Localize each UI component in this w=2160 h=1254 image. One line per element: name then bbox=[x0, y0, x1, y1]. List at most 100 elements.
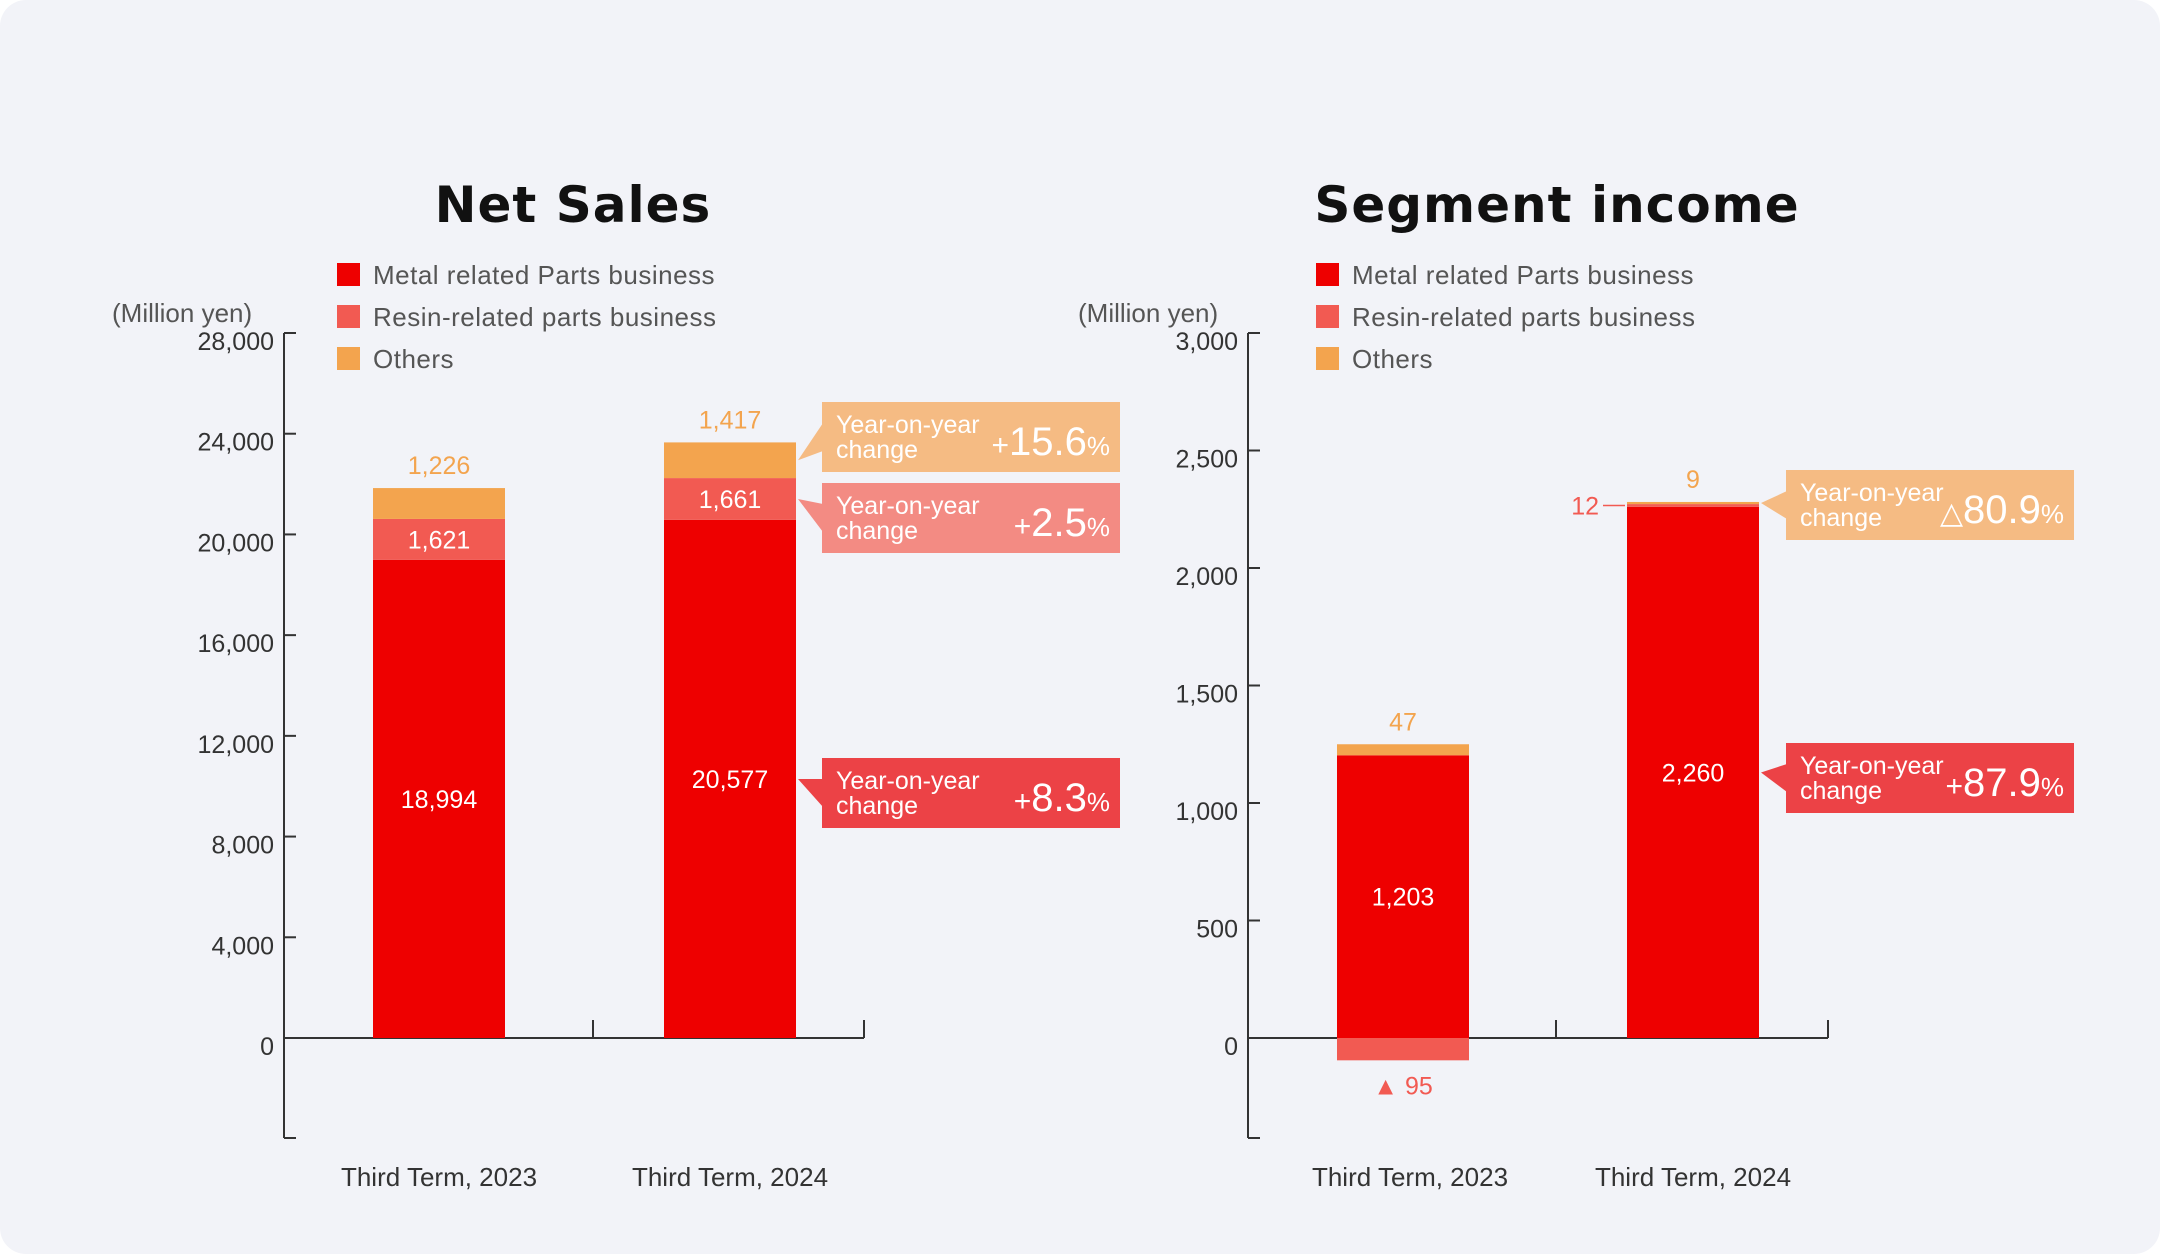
y-tick-label: 0 bbox=[260, 1033, 274, 1061]
chart-title: Net Sales bbox=[435, 176, 712, 234]
x-category-label: Third Term, 2023 bbox=[1312, 1162, 1508, 1192]
yoy-callout-box bbox=[822, 402, 1120, 472]
y-tick-label: 12,000 bbox=[198, 731, 274, 759]
bar-metal bbox=[1627, 506, 1759, 1038]
yoy-label-line1: Year-on-year bbox=[836, 767, 980, 795]
data-label-resin: 12 bbox=[1571, 492, 1599, 520]
yoy-sign: + bbox=[991, 429, 1009, 462]
y-tick-label: 3,000 bbox=[1175, 328, 1238, 356]
yoy-sign: + bbox=[1945, 770, 1963, 803]
bar-others bbox=[1337, 744, 1469, 756]
bar-metal bbox=[664, 519, 796, 1038]
yoy-percent: % bbox=[1087, 787, 1110, 817]
y-tick-label: 8,000 bbox=[211, 832, 274, 860]
x-category-label: Third Term, 2024 bbox=[1595, 1162, 1791, 1192]
yoy-callout-box bbox=[822, 483, 1120, 553]
bar-resin bbox=[664, 478, 796, 520]
bar-others bbox=[1627, 501, 1759, 505]
yoy-label-line2: change bbox=[836, 517, 918, 545]
bar-resin bbox=[1627, 504, 1759, 507]
legend-swatch-metal bbox=[337, 263, 360, 286]
y-tick-label: 2,500 bbox=[1175, 446, 1238, 474]
yoy-label-line1: Year-on-year bbox=[1800, 479, 1944, 507]
y-tick-label: 28,000 bbox=[198, 328, 274, 356]
bar-metal bbox=[373, 559, 505, 1038]
yoy-label-line1: Year-on-year bbox=[1800, 752, 1944, 780]
yoy-number: 87.9 bbox=[1963, 761, 2041, 805]
yoy-callout-pointer bbox=[798, 423, 823, 461]
bar-others bbox=[373, 488, 505, 519]
data-label-metal: 2,260 bbox=[1662, 759, 1725, 787]
yoy-percent: % bbox=[2041, 772, 2064, 802]
legend-swatch-resin bbox=[1316, 305, 1339, 328]
legend-swatch-metal bbox=[1316, 263, 1339, 286]
yoy-label-line1: Year-on-year bbox=[836, 492, 980, 520]
legend-label-resin: Resin-related parts business bbox=[1352, 302, 1696, 332]
x-category-label: Third Term, 2023 bbox=[341, 1162, 537, 1192]
yoy-percent: % bbox=[1087, 431, 1110, 461]
y-tick-label: 16,000 bbox=[198, 630, 274, 658]
yoy-number: 2.5 bbox=[1031, 501, 1087, 545]
data-label-metal: 20,577 bbox=[692, 766, 768, 794]
yoy-number: 8.3 bbox=[1031, 776, 1087, 820]
yoy-callout-box bbox=[822, 758, 1120, 828]
chart-title: Segment income bbox=[1314, 176, 1799, 234]
yoy-sign: + bbox=[1014, 510, 1032, 543]
yoy-sign: + bbox=[1014, 785, 1032, 818]
yoy-label-line2: change bbox=[836, 792, 918, 820]
yoy-callout-pointer bbox=[1761, 491, 1787, 519]
x-category-label: Third Term, 2024 bbox=[632, 1162, 828, 1192]
yoy-sign: △ bbox=[1940, 497, 1963, 530]
y-tick-label: 2,000 bbox=[1175, 563, 1238, 591]
y-tick-label: 500 bbox=[1196, 916, 1238, 944]
yoy-label-line2: change bbox=[1800, 777, 1882, 805]
y-tick-label: 20,000 bbox=[198, 529, 274, 557]
yoy-callout-pointer bbox=[1761, 764, 1787, 792]
yoy-callout-box bbox=[1786, 743, 2074, 813]
bar-resin bbox=[1337, 1038, 1469, 1061]
data-label-resin: 1,621 bbox=[408, 526, 471, 554]
y-axis-unit-label: (Million yen) bbox=[1078, 298, 1218, 328]
yoy-value: △80.9% bbox=[1940, 488, 2064, 532]
bar-metal bbox=[1337, 755, 1469, 1038]
yoy-number: 80.9 bbox=[1963, 488, 2041, 532]
legend-label-others: Others bbox=[373, 344, 454, 374]
y-tick-label: 4,000 bbox=[211, 932, 274, 960]
y-tick-label: 0 bbox=[1224, 1033, 1238, 1061]
yoy-callout-pointer bbox=[798, 778, 823, 807]
y-axis-unit-label: (Million yen) bbox=[112, 298, 252, 328]
yoy-label-line2: change bbox=[1800, 504, 1882, 532]
legend-label-metal: Metal related Parts business bbox=[373, 260, 715, 290]
legend-label-metal: Metal related Parts business bbox=[1352, 260, 1694, 290]
y-tick-label: 24,000 bbox=[198, 429, 274, 457]
yoy-value: +15.6% bbox=[991, 420, 1110, 464]
yoy-callout-pointer bbox=[798, 498, 823, 532]
legend-label-others: Others bbox=[1352, 344, 1433, 374]
legend-swatch-resin bbox=[337, 305, 360, 328]
yoy-percent: % bbox=[2041, 499, 2064, 529]
data-label-others: 47 bbox=[1389, 708, 1417, 736]
y-tick-label: 1,000 bbox=[1175, 798, 1238, 826]
legend-label-resin: Resin-related parts business bbox=[373, 302, 717, 332]
legend-swatch-others bbox=[1316, 347, 1339, 370]
yoy-label-line2: change bbox=[836, 436, 918, 464]
yoy-number: 15.6 bbox=[1009, 420, 1087, 464]
data-label-resin: ▲ 95 bbox=[1373, 1072, 1433, 1100]
yoy-value: +8.3% bbox=[1014, 776, 1110, 820]
yoy-percent: % bbox=[1087, 512, 1110, 542]
bar-others bbox=[664, 442, 796, 479]
data-label-resin: 1,661 bbox=[699, 486, 762, 514]
data-label-others: 1,226 bbox=[408, 452, 471, 480]
data-label-metal: 18,994 bbox=[401, 786, 478, 814]
data-label-others: 9 bbox=[1686, 466, 1700, 494]
yoy-value: +87.9% bbox=[1945, 761, 2064, 805]
data-label-metal: 1,203 bbox=[1372, 884, 1435, 912]
data-label-others: 1,417 bbox=[699, 406, 762, 434]
y-tick-label: 1,500 bbox=[1175, 681, 1238, 709]
legend-swatch-others bbox=[337, 347, 360, 370]
yoy-value: +2.5% bbox=[1014, 501, 1110, 545]
yoy-callout-box bbox=[1786, 470, 2074, 540]
bar-resin bbox=[373, 518, 505, 560]
